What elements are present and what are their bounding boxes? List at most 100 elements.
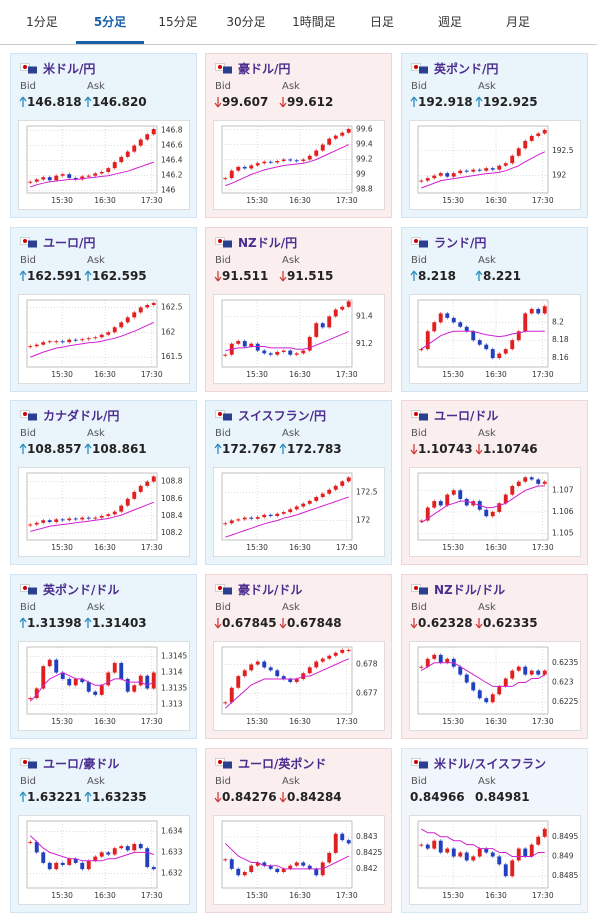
x-tick-label: 17:30 (532, 196, 554, 205)
tab[interactable]: 週足 (437, 15, 462, 29)
pair-title[interactable]: カナダドル/円 (43, 409, 120, 423)
rate-card[interactable]: ユーロ/ドル Bid Ask 1.10743 1.10746 1.105 1.106 1.10… (401, 400, 588, 565)
candle-body (28, 181, 33, 183)
y-tick-label: 0.842 (356, 864, 378, 873)
y-tick-label: 0.6235 (552, 658, 578, 667)
candle-body (523, 140, 528, 149)
candle-body (471, 331, 476, 341)
ask-label: Ask (478, 776, 496, 787)
rate-card[interactable]: 豪ドル/ドル Bid Ask 0.67845 0.67848 0.677 0.678 15:3… (205, 574, 392, 739)
candle-body (320, 493, 325, 498)
candle-body (484, 168, 489, 171)
rate-card[interactable]: 豪ドル/円 Bid Ask 99.607 99.612 98.8 99 99.2 99.4 99.… (205, 53, 392, 218)
candle-body (86, 860, 91, 870)
rate-card[interactable]: 米ドル/スイスフラン Bid Ask 0.84966 0.84981 0.8485 0.84… (401, 748, 588, 913)
ask-label: Ask (282, 255, 300, 266)
pair-title[interactable]: ユーロ/英ポンド (238, 757, 327, 771)
candle-body (307, 667, 312, 674)
pair-title[interactable]: 米ドル/円 (43, 62, 96, 76)
x-tick-label: 17:30 (336, 717, 358, 726)
candle-body (451, 317, 456, 323)
ask-price: 162.595 (92, 269, 147, 283)
rate-card[interactable]: 英ポンド/ドル Bid Ask 1.31398 1.31403 1.313 1.3135 1.… (10, 574, 197, 739)
flag-icon (411, 758, 428, 769)
rate-card[interactable]: NZドル/ドル Bid Ask 0.62328 0.62335 0.6225 0.623 0.… (401, 574, 588, 739)
y-tick-label: 0.8495 (552, 832, 578, 841)
plot-frame (26, 299, 158, 368)
candle-body (132, 844, 137, 851)
pair-title[interactable]: ユーロ/ドル (434, 409, 499, 423)
x-tick-label: 16:30 (289, 196, 311, 205)
tab[interactable]: 日足 (369, 15, 394, 29)
flag-icon (20, 584, 37, 595)
rate-card[interactable]: NZドル/円 Bid Ask 91.511 91.515 91.2 91.4 15:30 16:… (205, 227, 392, 392)
trend-arrow (19, 443, 27, 454)
pair-title[interactable]: NZドル/円 (238, 236, 298, 250)
candle-body (516, 848, 521, 861)
pair-title[interactable]: スイスフラン/円 (238, 409, 327, 423)
flag-icon (215, 63, 232, 74)
tab[interactable]: 1時間足 (292, 15, 336, 29)
candle-body (41, 177, 46, 180)
tab[interactable]: 1分足 (26, 15, 58, 29)
x-tick-label: 16:30 (94, 196, 116, 205)
pair-title[interactable]: ユーロ/豪ドル (43, 757, 120, 771)
pair-title[interactable]: 英ポンド/ドル (43, 583, 120, 597)
tab[interactable]: 15分足 (158, 15, 198, 29)
mini-chart: 0.8485 0.849 0.8495 15:30 16:30 17:30 (417, 820, 578, 900)
x-tick-label: 15:30 (51, 196, 73, 205)
pair-title[interactable]: ランド/円 (434, 236, 487, 250)
candle-body (327, 489, 332, 494)
tab[interactable]: 5分足 (76, 0, 144, 44)
x-tick-label: 17:30 (141, 196, 163, 205)
arrow-icon (410, 96, 418, 107)
rate-card[interactable]: 米ドル/円 Bid Ask 146.818 146.820 146 146.2 146.4 14… (10, 53, 197, 218)
tab[interactable]: 月足 (505, 15, 530, 29)
candle-body (60, 519, 65, 521)
candle-body (67, 174, 72, 178)
x-tick-label: 15:30 (442, 543, 464, 552)
candle-body (314, 497, 319, 501)
bid-value: 1.63221 (19, 790, 82, 804)
candle-body (255, 862, 260, 866)
x-tick-label: 15:30 (246, 543, 268, 552)
plot-frame (221, 646, 353, 715)
candle-body (419, 666, 424, 668)
bid-label: Bid (20, 255, 36, 266)
pair-title[interactable]: ユーロ/円 (43, 236, 96, 250)
rate-card[interactable]: ユーロ/豪ドル Bid Ask 1.63221 1.63235 1.632 1.633 1.6… (10, 748, 197, 913)
ask-price: 1.63235 (92, 790, 147, 804)
flag-base (223, 66, 232, 74)
trend-arrow (214, 618, 222, 629)
candle-body (80, 339, 85, 341)
pair-title[interactable]: 豪ドル/ドル (238, 583, 303, 597)
rate-card[interactable]: ユーロ/英ポンド Bid Ask 0.84276 0.84284 0.842 0.8425 0… (205, 748, 392, 913)
pair-title[interactable]: 米ドル/スイスフラン (434, 757, 547, 771)
rate-card[interactable]: カナダドル/円 Bid Ask 108.857 108.861 108.2 108.4 108… (10, 400, 197, 565)
x-tick-label: 15:30 (246, 717, 268, 726)
candle-body (288, 865, 293, 869)
ask-label: Ask (478, 428, 496, 439)
candle-body (333, 833, 338, 853)
x-tick-label: 16:30 (485, 891, 507, 900)
ask-label: Ask (282, 428, 300, 439)
mini-chart: 91.2 91.4 15:30 16:30 17:30 (221, 299, 373, 379)
pair-title[interactable]: 英ポンド/円 (434, 62, 499, 76)
candle-body (99, 685, 104, 695)
rate-card[interactable]: 英ポンド/円 Bid Ask 192.918 192.925 192 192.5 15:30 1… (401, 53, 588, 218)
tab[interactable]: 30分足 (226, 15, 266, 29)
candle-body (523, 848, 528, 857)
candle-body (145, 481, 150, 486)
pair-title[interactable]: 豪ドル/円 (238, 62, 291, 76)
ask-value: 172.783 (279, 442, 342, 456)
rate-card[interactable]: ユーロ/円 Bid Ask 162.591 162.595 161.5 162 162.5 15… (10, 227, 197, 392)
rate-card[interactable]: スイスフラン/円 Bid Ask 172.767 172.783 172 172.5 15:3… (205, 400, 392, 565)
pair-title[interactable]: NZドル/ドル (434, 583, 506, 597)
candle-body (340, 649, 345, 653)
candle-body (510, 670, 515, 679)
bid-label: Bid (411, 776, 427, 787)
candle-body (106, 168, 111, 172)
rate-card[interactable]: ランド/円 Bid Ask 8.218 8.221 8.16 8.18 8.2 15:30 16:… (401, 227, 588, 392)
candle-body (73, 678, 78, 686)
candle-body (73, 177, 78, 180)
